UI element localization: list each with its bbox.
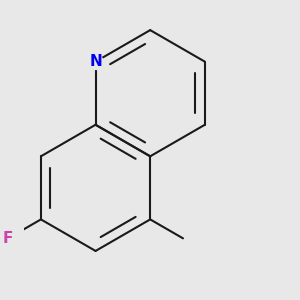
- Text: N: N: [89, 54, 102, 69]
- Text: F: F: [3, 231, 13, 246]
